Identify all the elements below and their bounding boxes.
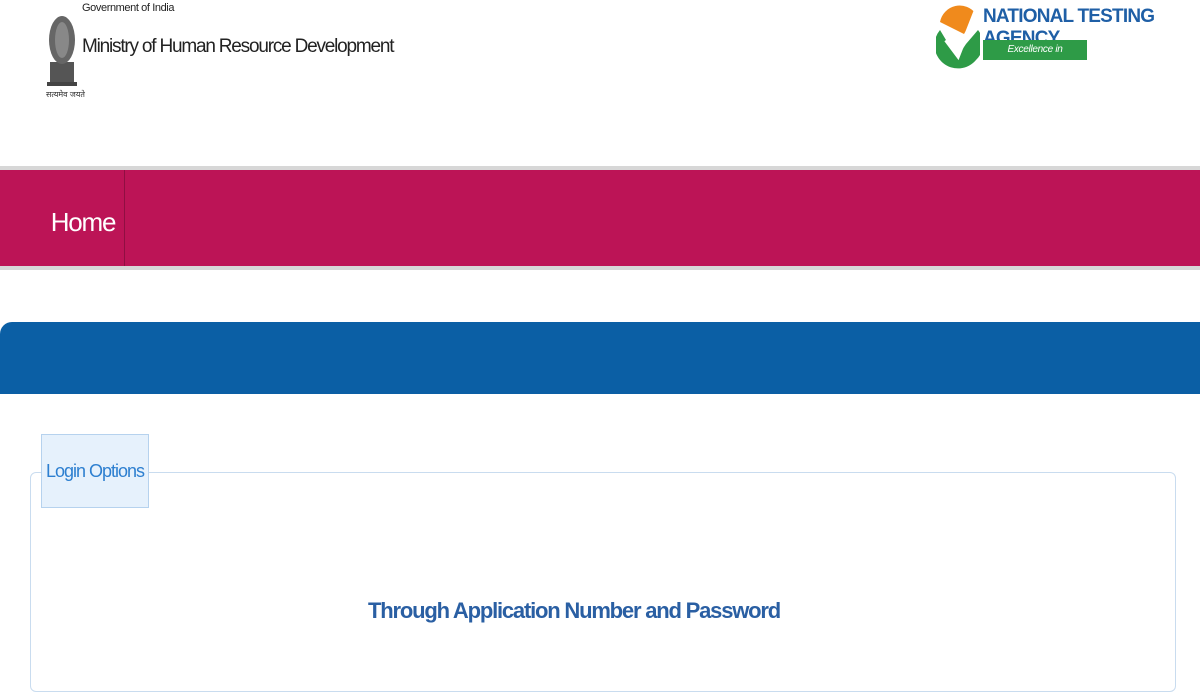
- national-emblem: [47, 16, 77, 86]
- login-panel: [30, 472, 1176, 692]
- login-legend: Login Options: [41, 434, 149, 508]
- login-option[interactable]: Through Application Number and Password: [368, 598, 781, 623]
- banner-bar: [0, 322, 1200, 394]
- motto-text: सत्यमेव जयते: [46, 90, 85, 99]
- agency-tagline: Excellence in Assessment: [983, 40, 1087, 75]
- home-link[interactable]: Home: [42, 170, 125, 266]
- ministry-text: Ministry of Human Resource Development: [82, 36, 395, 57]
- nav-bar: Home: [0, 166, 1200, 270]
- government-text: Government of India: [82, 2, 175, 14]
- nta-logo: [936, 5, 980, 69]
